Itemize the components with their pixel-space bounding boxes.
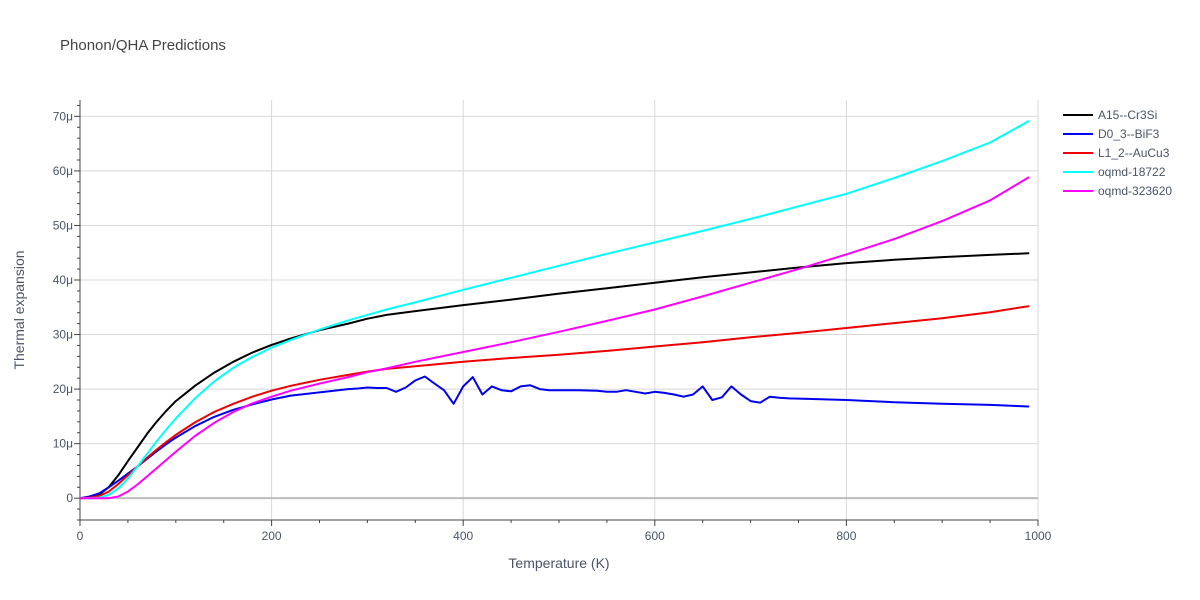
x-tick-label: 400 <box>453 529 473 543</box>
legend-item-oqmd-18722[interactable]: oqmd-18722 <box>1063 165 1166 179</box>
y-tick-label: 20μ <box>53 382 73 396</box>
y-tick-label: 60μ <box>53 164 73 178</box>
legend-item-d0-3-bif3[interactable]: D0_3--BiF3 <box>1063 127 1160 141</box>
chart-title: Phonon/QHA Predictions <box>60 37 226 54</box>
legend-label: oqmd-323620 <box>1098 184 1172 198</box>
y-tick-label: 70μ <box>53 109 73 123</box>
x-axis-title: Temperature (K) <box>508 555 609 571</box>
x-tick-label: 0 <box>77 529 84 543</box>
legend-item-l1-2-aucu3[interactable]: L1_2--AuCu3 <box>1063 146 1170 160</box>
y-tick-label: 10μ <box>53 437 73 451</box>
grid-lines <box>80 100 1039 520</box>
x-tick-label: 600 <box>645 529 665 543</box>
legend-item-oqmd-323620[interactable]: oqmd-323620 <box>1063 184 1172 198</box>
legend[interactable]: A15--Cr3Si D0_3--BiF3 L1_2--AuCu3 oqmd-1872… <box>1063 108 1172 198</box>
x-tick-label: 200 <box>262 529 282 543</box>
series-line-d0-3-bif3 <box>79 375 1030 500</box>
x-tick-label: 800 <box>836 529 856 543</box>
y-tick-label: 30μ <box>53 328 73 342</box>
y-tick-label: 50μ <box>53 218 73 232</box>
series-line-oqmd-18722 <box>79 120 1030 500</box>
y-tick-label: 40μ <box>53 273 73 287</box>
x-tick-label: 1000 <box>1025 529 1052 543</box>
legend-label: A15--Cr3Si <box>1098 108 1157 122</box>
y-axis-title: Thermal expansion <box>11 250 27 369</box>
legend-label: oqmd-18722 <box>1098 165 1166 179</box>
legend-label: D0_3--BiF3 <box>1098 127 1160 141</box>
axes: 0 200 400 600 800 1000 0 10μ 20μ 30μ 40μ 50μ 60μ 70μ <box>53 100 1052 543</box>
legend-label: L1_2--AuCu3 <box>1098 146 1170 160</box>
legend-item-a15-cr3si[interactable]: A15--Cr3Si <box>1063 108 1157 122</box>
series-lines <box>79 120 1030 500</box>
series-line-oqmd-323620 <box>79 176 1030 500</box>
y-tick-label: 0 <box>66 491 73 505</box>
